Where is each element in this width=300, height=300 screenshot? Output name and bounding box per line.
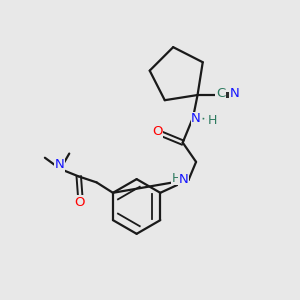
Text: O: O (152, 125, 162, 138)
Text: H: H (172, 172, 181, 185)
Text: C: C (216, 87, 225, 100)
Text: N: N (54, 158, 64, 171)
Text: N: N (191, 112, 201, 125)
Text: N: N (230, 87, 240, 100)
Text: H: H (208, 114, 217, 127)
Text: N: N (178, 173, 188, 186)
Text: O: O (74, 196, 84, 209)
